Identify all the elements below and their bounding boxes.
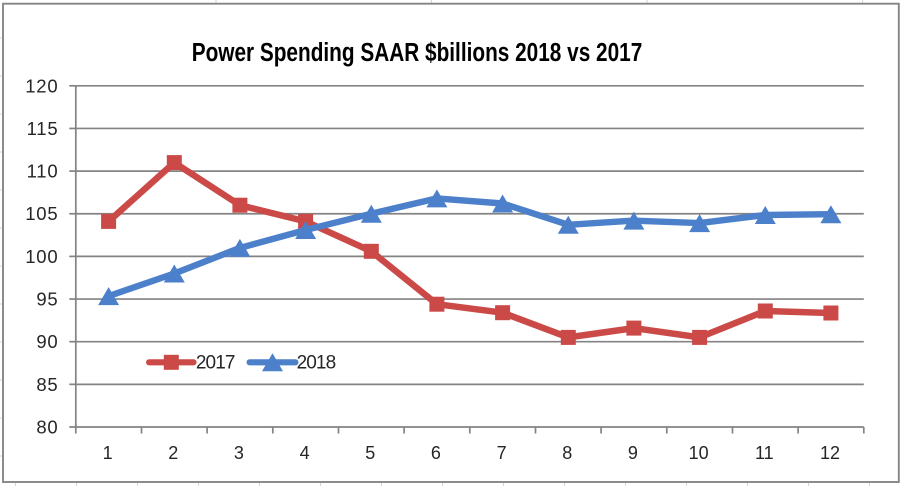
svg-text:Power Spending SAAR $billions: Power Spending SAAR $billions 2018 vs 20… (192, 38, 643, 67)
svg-text:115: 115 (27, 118, 59, 139)
svg-text:6: 6 (431, 443, 441, 463)
svg-text:100: 100 (25, 246, 58, 267)
svg-text:2018: 2018 (297, 353, 336, 374)
svg-text:10: 10 (689, 443, 709, 463)
svg-text:95: 95 (36, 289, 58, 310)
svg-text:2: 2 (168, 443, 178, 463)
svg-text:85: 85 (36, 374, 58, 395)
svg-text:7: 7 (497, 443, 507, 463)
svg-text:8: 8 (562, 443, 572, 463)
svg-text:90: 90 (36, 331, 58, 352)
svg-text:12: 12 (820, 443, 840, 463)
svg-text:9: 9 (628, 443, 638, 463)
svg-text:2017: 2017 (196, 353, 235, 374)
svg-text:120: 120 (25, 75, 58, 96)
svg-text:4: 4 (300, 443, 310, 463)
svg-text:110: 110 (27, 161, 59, 182)
svg-text:1: 1 (103, 443, 113, 463)
svg-text:105: 105 (25, 203, 58, 224)
svg-text:3: 3 (234, 443, 244, 463)
svg-text:11: 11 (755, 443, 774, 463)
svg-text:80: 80 (36, 417, 58, 438)
svg-text:5: 5 (365, 443, 375, 463)
